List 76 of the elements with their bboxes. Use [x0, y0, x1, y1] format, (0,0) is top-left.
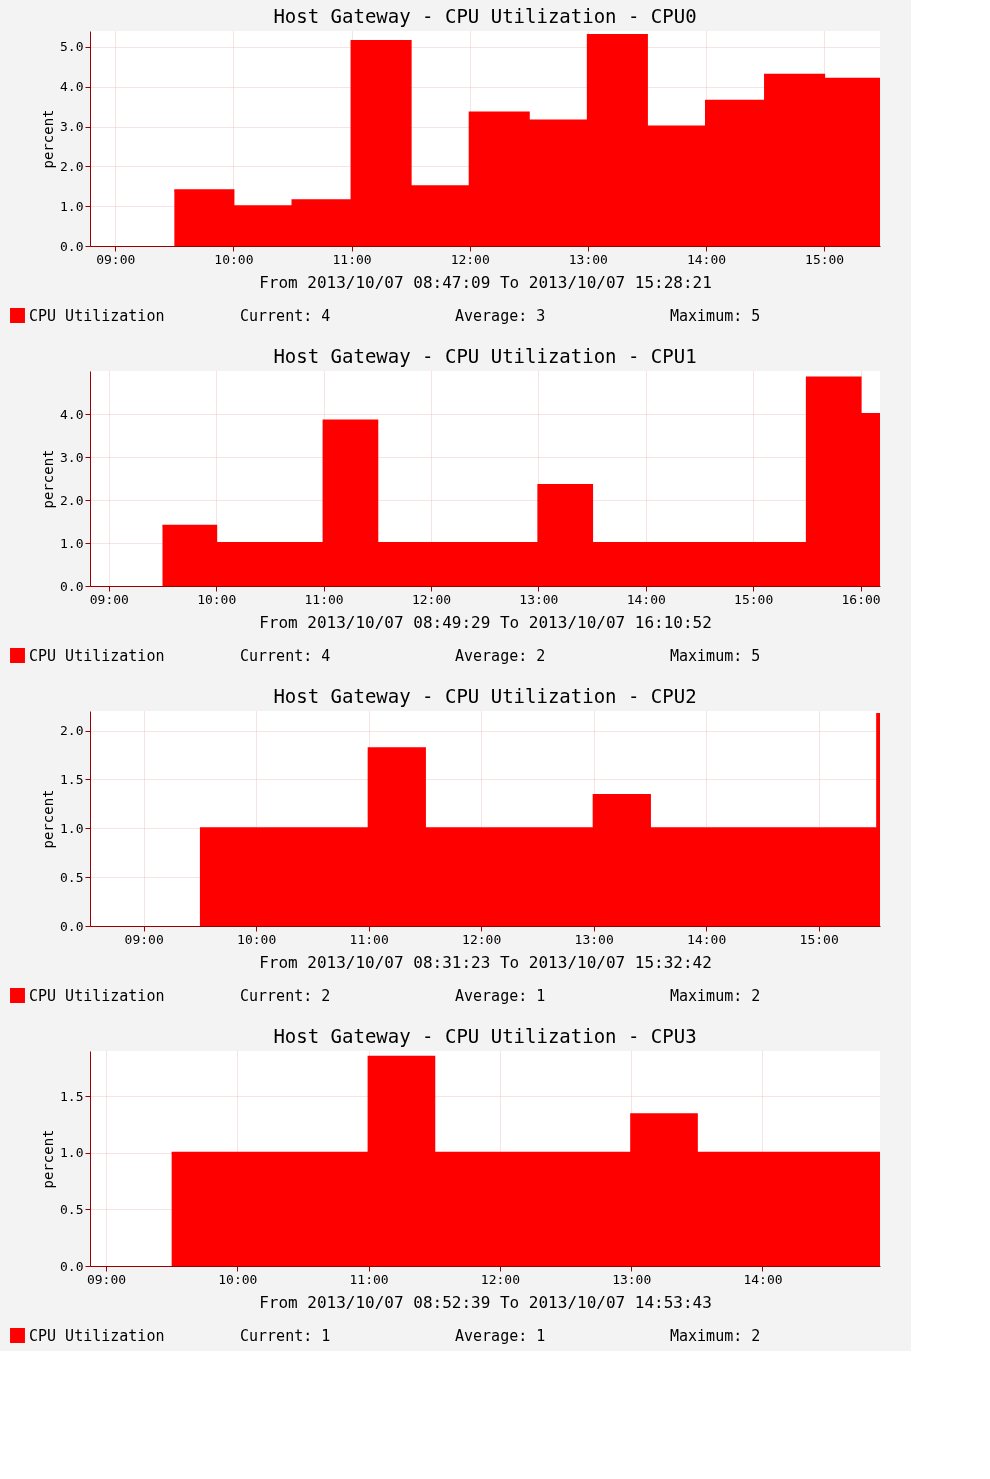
y-tick-label: 1.5 [60, 1088, 84, 1104]
x-tick-label: 12:00 [462, 931, 502, 947]
y-tick-label: 0.0 [60, 238, 84, 254]
text: Average: 2 [455, 647, 546, 665]
x-axis-title: From 2013/10/07 08:52:39 To 2013/10/07 14:53:43 [259, 1292, 712, 1312]
y-tick-label: 4.0 [60, 79, 84, 95]
x-tick-label: 10:00 [197, 591, 237, 607]
x-tick-label: 12:00 [411, 591, 452, 607]
x-tick-label: 15:00 [799, 931, 839, 947]
legend-label: CPU Utilization [29, 646, 165, 665]
x-tick-label: 13:00 [574, 931, 614, 947]
x-tick-label: 14:00 [686, 251, 727, 267]
y-tick-label: 1.5 [60, 771, 84, 787]
y-axis-title: percent [40, 449, 57, 509]
y-tick-label: 2.0 [60, 723, 84, 739]
y-tick-label: 0.5 [60, 1201, 84, 1217]
x-tick-label: 14:00 [626, 591, 666, 607]
y-tick-label: 4.0 [60, 406, 84, 422]
y-axis-title: percent [40, 1129, 57, 1189]
x-tick-label: 11:00 [332, 251, 372, 267]
x-tick-label: 13:00 [612, 1271, 652, 1287]
text: Current: 2 [240, 987, 331, 1005]
y-axis-title: percent [40, 789, 57, 849]
y-tick-label: 1.0 [60, 198, 84, 214]
y-tick-label: 1.0 [60, 820, 84, 836]
x-tick-label: 11:00 [349, 1271, 389, 1287]
legend-label: CPU Utilization [29, 1326, 165, 1345]
x-tick-label: 09:00 [96, 251, 136, 267]
text: Current: 4 [240, 647, 331, 665]
x-tick-label: 11:00 [304, 591, 344, 607]
x-tick-label: 09:00 [86, 1271, 127, 1287]
y-tick-label: 0.5 [60, 869, 84, 885]
text: Maximum: 2 [670, 1327, 761, 1345]
x-tick-label: 12:00 [450, 251, 490, 267]
y-tick-label: 2.0 [60, 158, 84, 174]
x-tick-label: 16:00 [841, 591, 881, 607]
x-tick-label: 10:00 [214, 251, 254, 267]
chart-title: Host Gateway - CPU Utilization - CPU3 [273, 1025, 697, 1047]
x-axis-title: From 2013/10/07 08:49:29 To 2013/10/07 16:10:52 [259, 612, 712, 632]
legend-label: CPU Utilization [29, 986, 165, 1005]
text: Current: 1 [240, 1327, 331, 1345]
x-tick-label: 10:00 [237, 931, 277, 947]
y-tick-label: 1.0 [60, 1145, 84, 1161]
x-axis-title: From 2013/10/07 08:47:09 To 2013/10/07 15:28:21 [259, 272, 712, 292]
x-tick-label: 09:00 [89, 591, 129, 607]
x-tick-label: 12:00 [480, 1271, 520, 1287]
y-tick-label: 3.0 [60, 449, 84, 465]
x-tick-label: 09:00 [124, 931, 164, 947]
text: Average: 1 [455, 987, 546, 1005]
text: Average: 1 [455, 1327, 546, 1345]
text: Average: 3 [455, 307, 546, 325]
text: Maximum: 5 [670, 307, 761, 325]
y-axis-title: percent [40, 109, 57, 169]
y-tick-label: 0.0 [60, 918, 84, 934]
x-tick-label: 14:00 [687, 931, 727, 947]
y-tick-label: 2.0 [60, 492, 84, 508]
x-tick-label: 13:00 [568, 251, 608, 267]
x-tick-label: 10:00 [218, 1271, 258, 1287]
y-tick-label: 3.0 [60, 119, 84, 135]
chart-title: Host Gateway - CPU Utilization - CPU1 [273, 345, 697, 367]
chart-title: Host Gateway - CPU Utilization - CPU0 [273, 5, 697, 27]
x-tick-label: 15:00 [805, 251, 845, 267]
text: Current: 4 [240, 307, 331, 325]
x-tick-label: 11:00 [349, 931, 389, 947]
x-tick-label: 13:00 [519, 591, 559, 607]
chart-title: Host Gateway - CPU Utilization - CPU2 [273, 685, 697, 707]
legend-label: CPU Utilization [29, 306, 165, 325]
x-axis-title: From 2013/10/07 08:31:23 To 2013/10/07 15:32:42 [259, 952, 712, 972]
y-tick-label: 1.0 [60, 535, 84, 551]
y-tick-label: 5.0 [60, 39, 84, 55]
y-tick-label: 0.0 [60, 578, 84, 594]
x-tick-label: 14:00 [743, 1271, 783, 1287]
y-tick-label: 0.0 [60, 1258, 84, 1274]
text: Maximum: 5 [670, 647, 761, 665]
text: Maximum: 2 [670, 987, 761, 1005]
x-tick-label: 15:00 [734, 591, 774, 607]
